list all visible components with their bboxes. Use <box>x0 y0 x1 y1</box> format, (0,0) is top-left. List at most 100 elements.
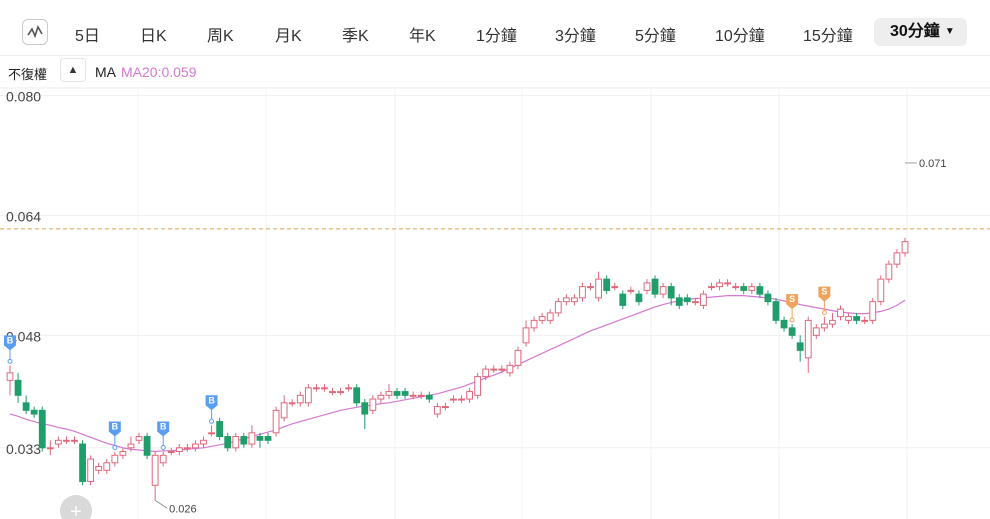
candle-body <box>6 372 14 381</box>
candle-body <box>167 451 175 454</box>
marker-anchor <box>789 317 795 323</box>
tab-daily-k[interactable]: 日K <box>140 28 167 45</box>
candle <box>433 402 441 418</box>
candle-body <box>54 439 62 445</box>
candle <box>312 384 320 392</box>
marker-pin <box>157 421 170 437</box>
marker-pin <box>818 286 831 302</box>
candle <box>345 384 353 392</box>
marker-anchor <box>112 445 118 451</box>
candle <box>256 432 264 448</box>
candle-body <box>530 319 538 329</box>
candle-body <box>619 293 627 306</box>
candle-body <box>361 402 369 415</box>
price-adjust-label[interactable]: 不復權 <box>8 67 48 82</box>
tab-weekly-k[interactable]: 周K <box>207 28 234 45</box>
candle <box>200 436 207 448</box>
candle <box>764 290 772 306</box>
candle <box>659 282 667 298</box>
indicator-toggle-button[interactable]: ▲ <box>60 58 86 82</box>
chart-mode-button[interactable] <box>22 19 48 45</box>
buy-marker: B <box>4 335 16 364</box>
candle-body <box>192 443 199 449</box>
tab-quarterly-k[interactable]: 季K <box>342 28 369 45</box>
tab-30min[interactable]: 30分鐘 ▼ <box>874 18 967 46</box>
candle-body <box>159 454 167 464</box>
marker-anchor <box>7 358 13 364</box>
candle <box>901 237 909 257</box>
candle-body <box>329 391 336 394</box>
marker-label: S <box>789 294 795 304</box>
candle <box>151 451 159 501</box>
tab-1min[interactable]: 1分鐘 <box>476 28 517 45</box>
candle <box>361 399 369 430</box>
candle <box>175 444 183 456</box>
candle-body <box>200 439 207 445</box>
candle-body <box>756 286 764 295</box>
candle <box>409 391 417 400</box>
candle-body <box>861 319 869 322</box>
candle-body <box>401 391 409 396</box>
buy-marker: B <box>108 421 121 451</box>
candle-body <box>345 387 353 390</box>
candle <box>393 387 401 400</box>
tab-15min[interactable]: 15分鐘 <box>803 28 853 45</box>
candle-body <box>135 436 143 441</box>
candle-body <box>458 398 465 401</box>
candle-body <box>538 316 546 321</box>
candle <box>216 417 224 441</box>
candle-body <box>667 286 675 299</box>
candle-body <box>46 447 54 450</box>
candle <box>272 406 280 437</box>
candle-body <box>546 312 554 321</box>
candle <box>514 346 522 370</box>
marker-anchor <box>821 310 827 316</box>
candle-body <box>514 349 522 366</box>
candle-body <box>587 286 594 289</box>
candle <box>627 286 635 295</box>
candle-body <box>337 391 344 394</box>
candle-body <box>780 319 788 329</box>
candle-body <box>643 282 651 291</box>
tab-yearly-k[interactable]: 年K <box>409 28 436 45</box>
candle <box>724 279 732 287</box>
candle <box>248 425 256 448</box>
candle-body <box>700 293 707 306</box>
tab-3min[interactable]: 3分鐘 <box>555 28 596 45</box>
candle <box>30 406 38 418</box>
candle-body <box>651 278 659 295</box>
candle <box>716 279 723 291</box>
candle <box>224 432 232 452</box>
candle-body <box>264 436 272 441</box>
candle-body <box>837 308 844 318</box>
candle-body <box>683 297 691 303</box>
add-indicator-button[interactable]: + <box>60 495 92 519</box>
tab-5min[interactable]: 5分鐘 <box>635 28 676 45</box>
candle <box>401 387 409 400</box>
marker-anchor <box>160 445 166 451</box>
annotation-leader <box>154 499 168 509</box>
candle <box>651 275 659 298</box>
candle-body <box>111 454 119 464</box>
candle <box>288 399 296 407</box>
candle-body <box>853 316 861 321</box>
candle-body <box>272 409 280 434</box>
annotation-high-label: 0.071 <box>919 158 947 170</box>
tab-monthly-k[interactable]: 月K <box>275 28 302 45</box>
tab-5day[interactable]: 5日 <box>75 28 100 45</box>
candle <box>127 436 135 452</box>
candle-body <box>829 319 836 325</box>
candle-body <box>659 286 667 295</box>
candle-body <box>79 443 86 483</box>
candle <box>71 436 78 445</box>
candle-body <box>571 297 578 303</box>
period-tab-bar: 5日 日K 周K 月K 季K 年K 1分鐘 3分鐘 5分鐘 10分鐘 15分鐘 … <box>0 0 990 56</box>
candle-body <box>579 286 586 299</box>
candle-body <box>22 402 30 411</box>
tab-10min[interactable]: 10分鐘 <box>715 28 765 45</box>
candle <box>458 395 465 403</box>
candle <box>506 361 514 377</box>
candle <box>321 384 328 392</box>
candle <box>369 395 377 415</box>
